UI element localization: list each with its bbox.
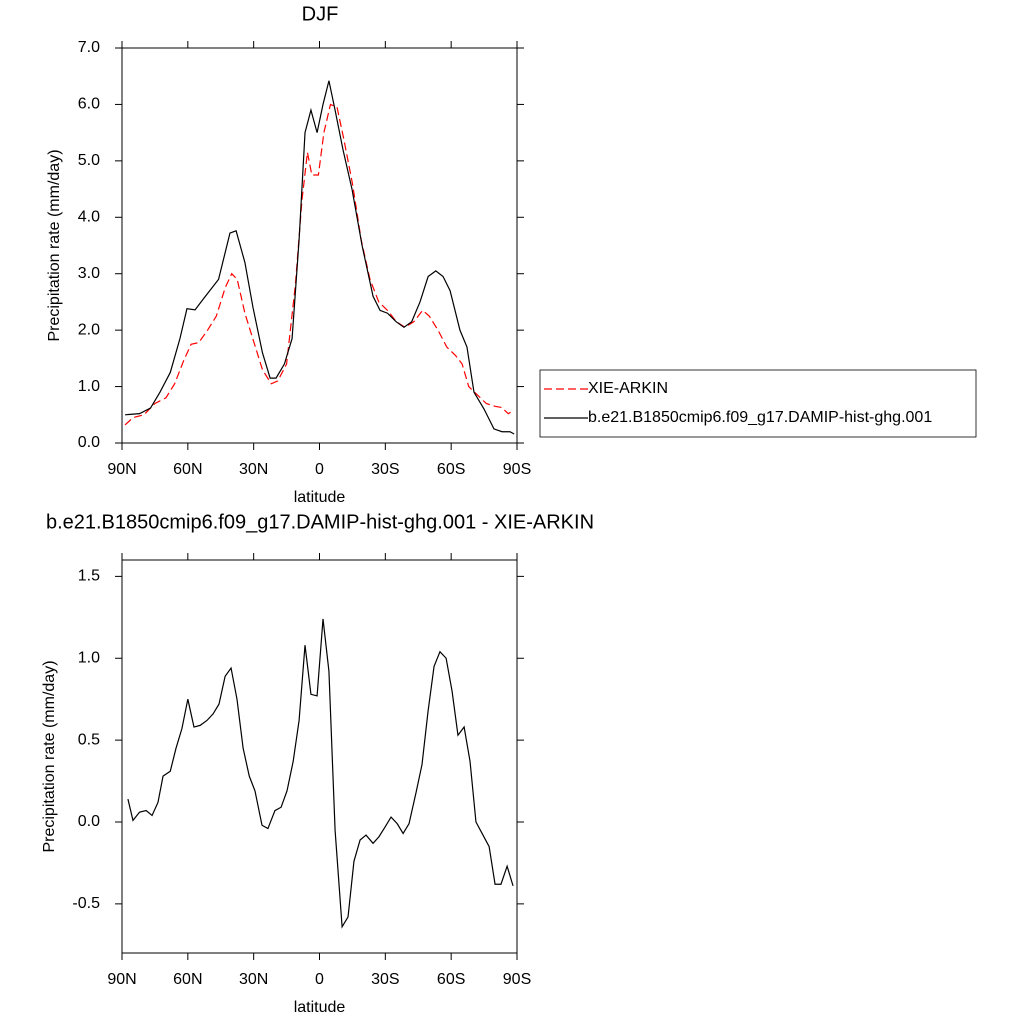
y-axis-label: Precipitation rate (mm/day) <box>41 660 58 852</box>
y-tick-label: 0.0 <box>78 813 100 830</box>
x-tick-label: 90N <box>107 971 136 988</box>
x-axis-label: latitude <box>294 489 346 506</box>
plot-frame <box>121 559 518 954</box>
x-tick-label: 60N <box>173 461 202 478</box>
y-tick-label: 7.0 <box>78 39 100 56</box>
x-tick-label: 0 <box>315 461 324 478</box>
y-tick-label: 0.5 <box>78 731 100 748</box>
y-tick-label: 5.0 <box>78 152 100 169</box>
x-tick-label: 60N <box>173 971 202 988</box>
legend-box <box>539 369 977 438</box>
y-tick-label: 1.5 <box>78 568 100 585</box>
legend-label: b.e21.B1850cmip6.f09_g17.DAMIP-hist-ghg.… <box>588 409 932 426</box>
x-tick-label: 30S <box>371 461 399 478</box>
chart-title: b.e21.B1850cmip6.f09_g17.DAMIP-hist-ghg.… <box>46 511 594 533</box>
data-line <box>127 618 514 929</box>
x-tick-label: 90N <box>107 461 136 478</box>
y-tick-label: 1.0 <box>78 378 100 395</box>
x-tick-label: 90S <box>503 971 531 988</box>
y-tick-label: 6.0 <box>78 96 100 113</box>
x-tick-label: 60S <box>437 971 465 988</box>
y-tick-label: 2.0 <box>78 321 100 338</box>
data-line <box>124 103 515 426</box>
plot-frame <box>121 47 518 444</box>
y-tick-label: -0.5 <box>72 895 100 912</box>
x-tick-label: 60S <box>437 461 465 478</box>
x-tick-label: 90S <box>503 461 531 478</box>
data-line <box>125 80 515 435</box>
y-tick-label: 3.0 <box>78 265 100 282</box>
x-tick-label: 30S <box>371 971 399 988</box>
x-axis-label: latitude <box>294 999 346 1016</box>
x-tick-label: 0 <box>315 971 324 988</box>
x-tick-label: 30N <box>239 461 268 478</box>
chart-title: DJF <box>302 3 339 25</box>
x-tick-label: 30N <box>239 971 268 988</box>
y-tick-label: 4.0 <box>78 209 100 226</box>
y-tick-label: 1.0 <box>78 649 100 666</box>
y-tick-label: 0.0 <box>78 434 100 451</box>
y-axis-label: Precipitation rate (mm/day) <box>46 149 63 341</box>
legend-label: XIE-ARKIN <box>588 380 668 397</box>
